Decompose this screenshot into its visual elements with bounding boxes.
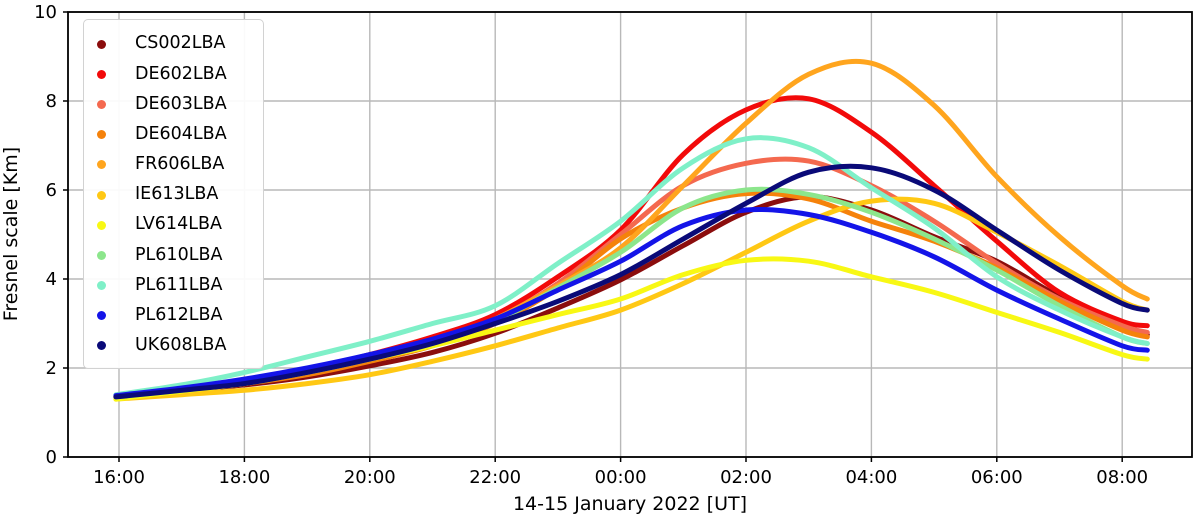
y-tick-label: 4 [46,269,57,290]
legend-label: UK608LBA [135,335,227,356]
legend-marker-icon [97,190,106,200]
legend-label: DE602LBA [135,63,227,84]
x-tick-label: 08:00 [1096,467,1148,488]
series-line-PL611LBA [113,135,1150,398]
legend-marker-icon [97,130,106,140]
x-tick-label: 22:00 [469,467,521,488]
y-tick-label: 10 [34,2,57,23]
legend-marker-icon [97,311,106,321]
y-tick-label: 8 [46,91,57,112]
legend-item-PL612LBA: PL612LBA [84,301,263,331]
series-line-UK608LBA [113,163,1150,400]
x-tick-label: 18:00 [218,467,270,488]
plot-frame [67,11,1193,458]
axes-frame [67,11,1193,458]
legend-marker-icon [97,99,106,109]
legend-marker-icon [97,69,106,79]
series-line-PL612LBA [113,206,1150,399]
x-tick-label: 02:00 [720,467,772,488]
series-layer [113,58,1150,402]
legend-label: PL612LBA [135,305,223,326]
legend-marker-icon [97,281,106,291]
legend-item-CS002LBA: CS002LBA [84,29,263,59]
legend: CS002LBA DE602LBA DE603LBA DE604LBA FR606LBA… [83,19,264,370]
legend-item-DE602LBA: DE602LBA [84,59,263,89]
x-axis-label: 14-15 January 2022 [UT] [513,493,747,515]
legend-label: FR606LBA [135,154,225,175]
y-axis-label: Fresnel scale [Km] [0,147,22,321]
legend-item-UK608LBA: UK608LBA [84,331,263,361]
legend-item-PL610LBA: PL610LBA [84,240,263,270]
legend-item-DE604LBA: DE604LBA [84,120,263,150]
legend-label: CS002LBA [135,33,226,54]
legend-label: LV614LBA [135,214,222,235]
x-tick-label: 16:00 [93,467,145,488]
legend-item-PL611LBA: PL611LBA [84,271,263,301]
y-tick-label: 2 [46,358,57,379]
legend-label: PL610LBA [135,244,223,265]
legend-marker-icon [97,160,106,170]
legend-marker-icon [97,220,106,230]
legend-marker-icon [97,341,106,351]
y-tick-label: 6 [46,180,57,201]
legend-label: PL611LBA [135,274,223,295]
legend-marker-icon [97,39,106,49]
x-tick-label: 00:00 [595,467,647,488]
x-tick-label: 06:00 [971,467,1023,488]
legend-item-LV614LBA: LV614LBA [84,210,263,240]
series-line-DE603LBA [113,156,1150,400]
x-tick-label: 20:00 [344,467,396,488]
legend-item-DE603LBA: DE603LBA [84,89,263,119]
y-tick-label: 0 [46,447,57,468]
legend-marker-icon [97,250,106,260]
legend-label: DE603LBA [135,93,227,114]
tick-layer: 16:00 18:00 20:00 22:00 00:00 02:00 04:00 06:00… [34,2,1148,488]
legend-label: DE604LBA [135,123,227,144]
legend-item-IE613LBA: IE613LBA [84,180,263,210]
legend-label: IE613LBA [135,184,219,205]
legend-item-FR606LBA: FR606LBA [84,150,263,180]
x-tick-label: 04:00 [845,467,897,488]
